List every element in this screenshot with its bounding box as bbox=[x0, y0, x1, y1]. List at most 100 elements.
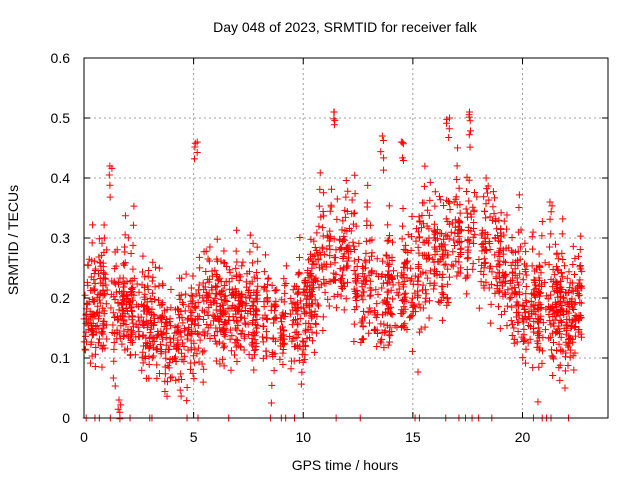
data-point bbox=[187, 365, 195, 373]
data-point bbox=[151, 263, 159, 271]
data-point bbox=[340, 306, 348, 314]
data-point bbox=[100, 322, 108, 330]
data-point bbox=[522, 248, 530, 256]
data-point bbox=[193, 148, 201, 156]
data-point bbox=[238, 298, 246, 306]
data-point bbox=[519, 276, 527, 284]
data-point bbox=[457, 264, 465, 272]
data-point bbox=[456, 209, 464, 217]
data-point bbox=[111, 382, 119, 390]
data-point bbox=[420, 220, 428, 228]
data-point bbox=[316, 185, 324, 193]
data-point bbox=[570, 306, 578, 314]
data-point bbox=[233, 358, 241, 366]
data-point bbox=[400, 245, 408, 253]
data-point bbox=[536, 328, 544, 336]
data-point bbox=[161, 370, 169, 378]
data-point bbox=[277, 342, 285, 350]
data-point bbox=[528, 233, 536, 241]
data-point bbox=[150, 337, 158, 345]
data-point bbox=[205, 257, 213, 265]
data-point bbox=[167, 286, 175, 294]
data-point bbox=[395, 279, 403, 287]
data-point bbox=[380, 166, 388, 174]
data-point bbox=[520, 325, 528, 333]
data-point bbox=[318, 265, 326, 273]
data-point bbox=[352, 277, 360, 285]
data-point bbox=[321, 250, 329, 258]
data-point bbox=[118, 340, 126, 348]
data-point bbox=[339, 235, 347, 243]
data-point bbox=[545, 261, 553, 269]
data-point bbox=[372, 313, 380, 321]
data-point bbox=[303, 301, 311, 309]
data-point bbox=[304, 269, 312, 277]
data-point bbox=[110, 345, 118, 353]
data-point bbox=[318, 243, 326, 251]
data-point bbox=[293, 319, 301, 327]
data-point bbox=[148, 297, 156, 305]
data-point bbox=[443, 196, 451, 204]
data-point bbox=[287, 357, 295, 365]
data-point bbox=[281, 281, 289, 289]
grid bbox=[84, 58, 608, 418]
data-point bbox=[167, 304, 175, 312]
data-point bbox=[380, 320, 388, 328]
data-point bbox=[110, 277, 118, 285]
data-point bbox=[378, 270, 386, 278]
data-point bbox=[166, 359, 174, 367]
data-point bbox=[117, 401, 125, 409]
data-point bbox=[424, 274, 432, 282]
data-point bbox=[175, 375, 183, 383]
data-point bbox=[170, 355, 178, 363]
data-point bbox=[491, 289, 499, 297]
data-point bbox=[480, 270, 488, 278]
data-point bbox=[226, 305, 234, 313]
data-point bbox=[538, 282, 546, 290]
data-point bbox=[454, 144, 462, 152]
data-point bbox=[546, 303, 554, 311]
data-point bbox=[557, 346, 565, 354]
data-point bbox=[408, 347, 416, 355]
data-point bbox=[312, 277, 320, 285]
data-point bbox=[226, 266, 234, 274]
data-point bbox=[553, 265, 561, 273]
data-point bbox=[91, 363, 99, 370]
data-point bbox=[325, 242, 333, 250]
data-point bbox=[449, 262, 457, 270]
data-point bbox=[239, 258, 247, 266]
data-point bbox=[569, 242, 577, 250]
data-point bbox=[199, 279, 207, 287]
data-point bbox=[444, 265, 452, 273]
data-point bbox=[119, 304, 127, 312]
data-point bbox=[443, 301, 451, 309]
data-point bbox=[177, 370, 185, 378]
data-point bbox=[99, 269, 107, 277]
data-point bbox=[249, 239, 257, 247]
data-point bbox=[99, 282, 107, 290]
data-point bbox=[421, 323, 429, 331]
data-point bbox=[127, 250, 135, 258]
data-point bbox=[575, 325, 583, 333]
data-point bbox=[446, 220, 454, 228]
data-point bbox=[204, 312, 212, 320]
data-point bbox=[338, 244, 346, 252]
data-point bbox=[119, 283, 127, 291]
data-point bbox=[514, 300, 522, 308]
data-point bbox=[97, 329, 105, 337]
data-point bbox=[570, 300, 578, 308]
data-point bbox=[406, 277, 414, 285]
data-point bbox=[91, 280, 99, 288]
data-point bbox=[495, 288, 503, 296]
data-point bbox=[211, 314, 219, 322]
data-point bbox=[144, 272, 152, 280]
data-point bbox=[117, 322, 125, 330]
data-point bbox=[365, 271, 373, 279]
data-point bbox=[444, 280, 452, 288]
data-point bbox=[286, 310, 294, 318]
data-point bbox=[574, 283, 582, 291]
data-point bbox=[414, 261, 422, 269]
data-point bbox=[377, 148, 385, 156]
data-point bbox=[426, 267, 434, 275]
data-point bbox=[119, 293, 127, 301]
